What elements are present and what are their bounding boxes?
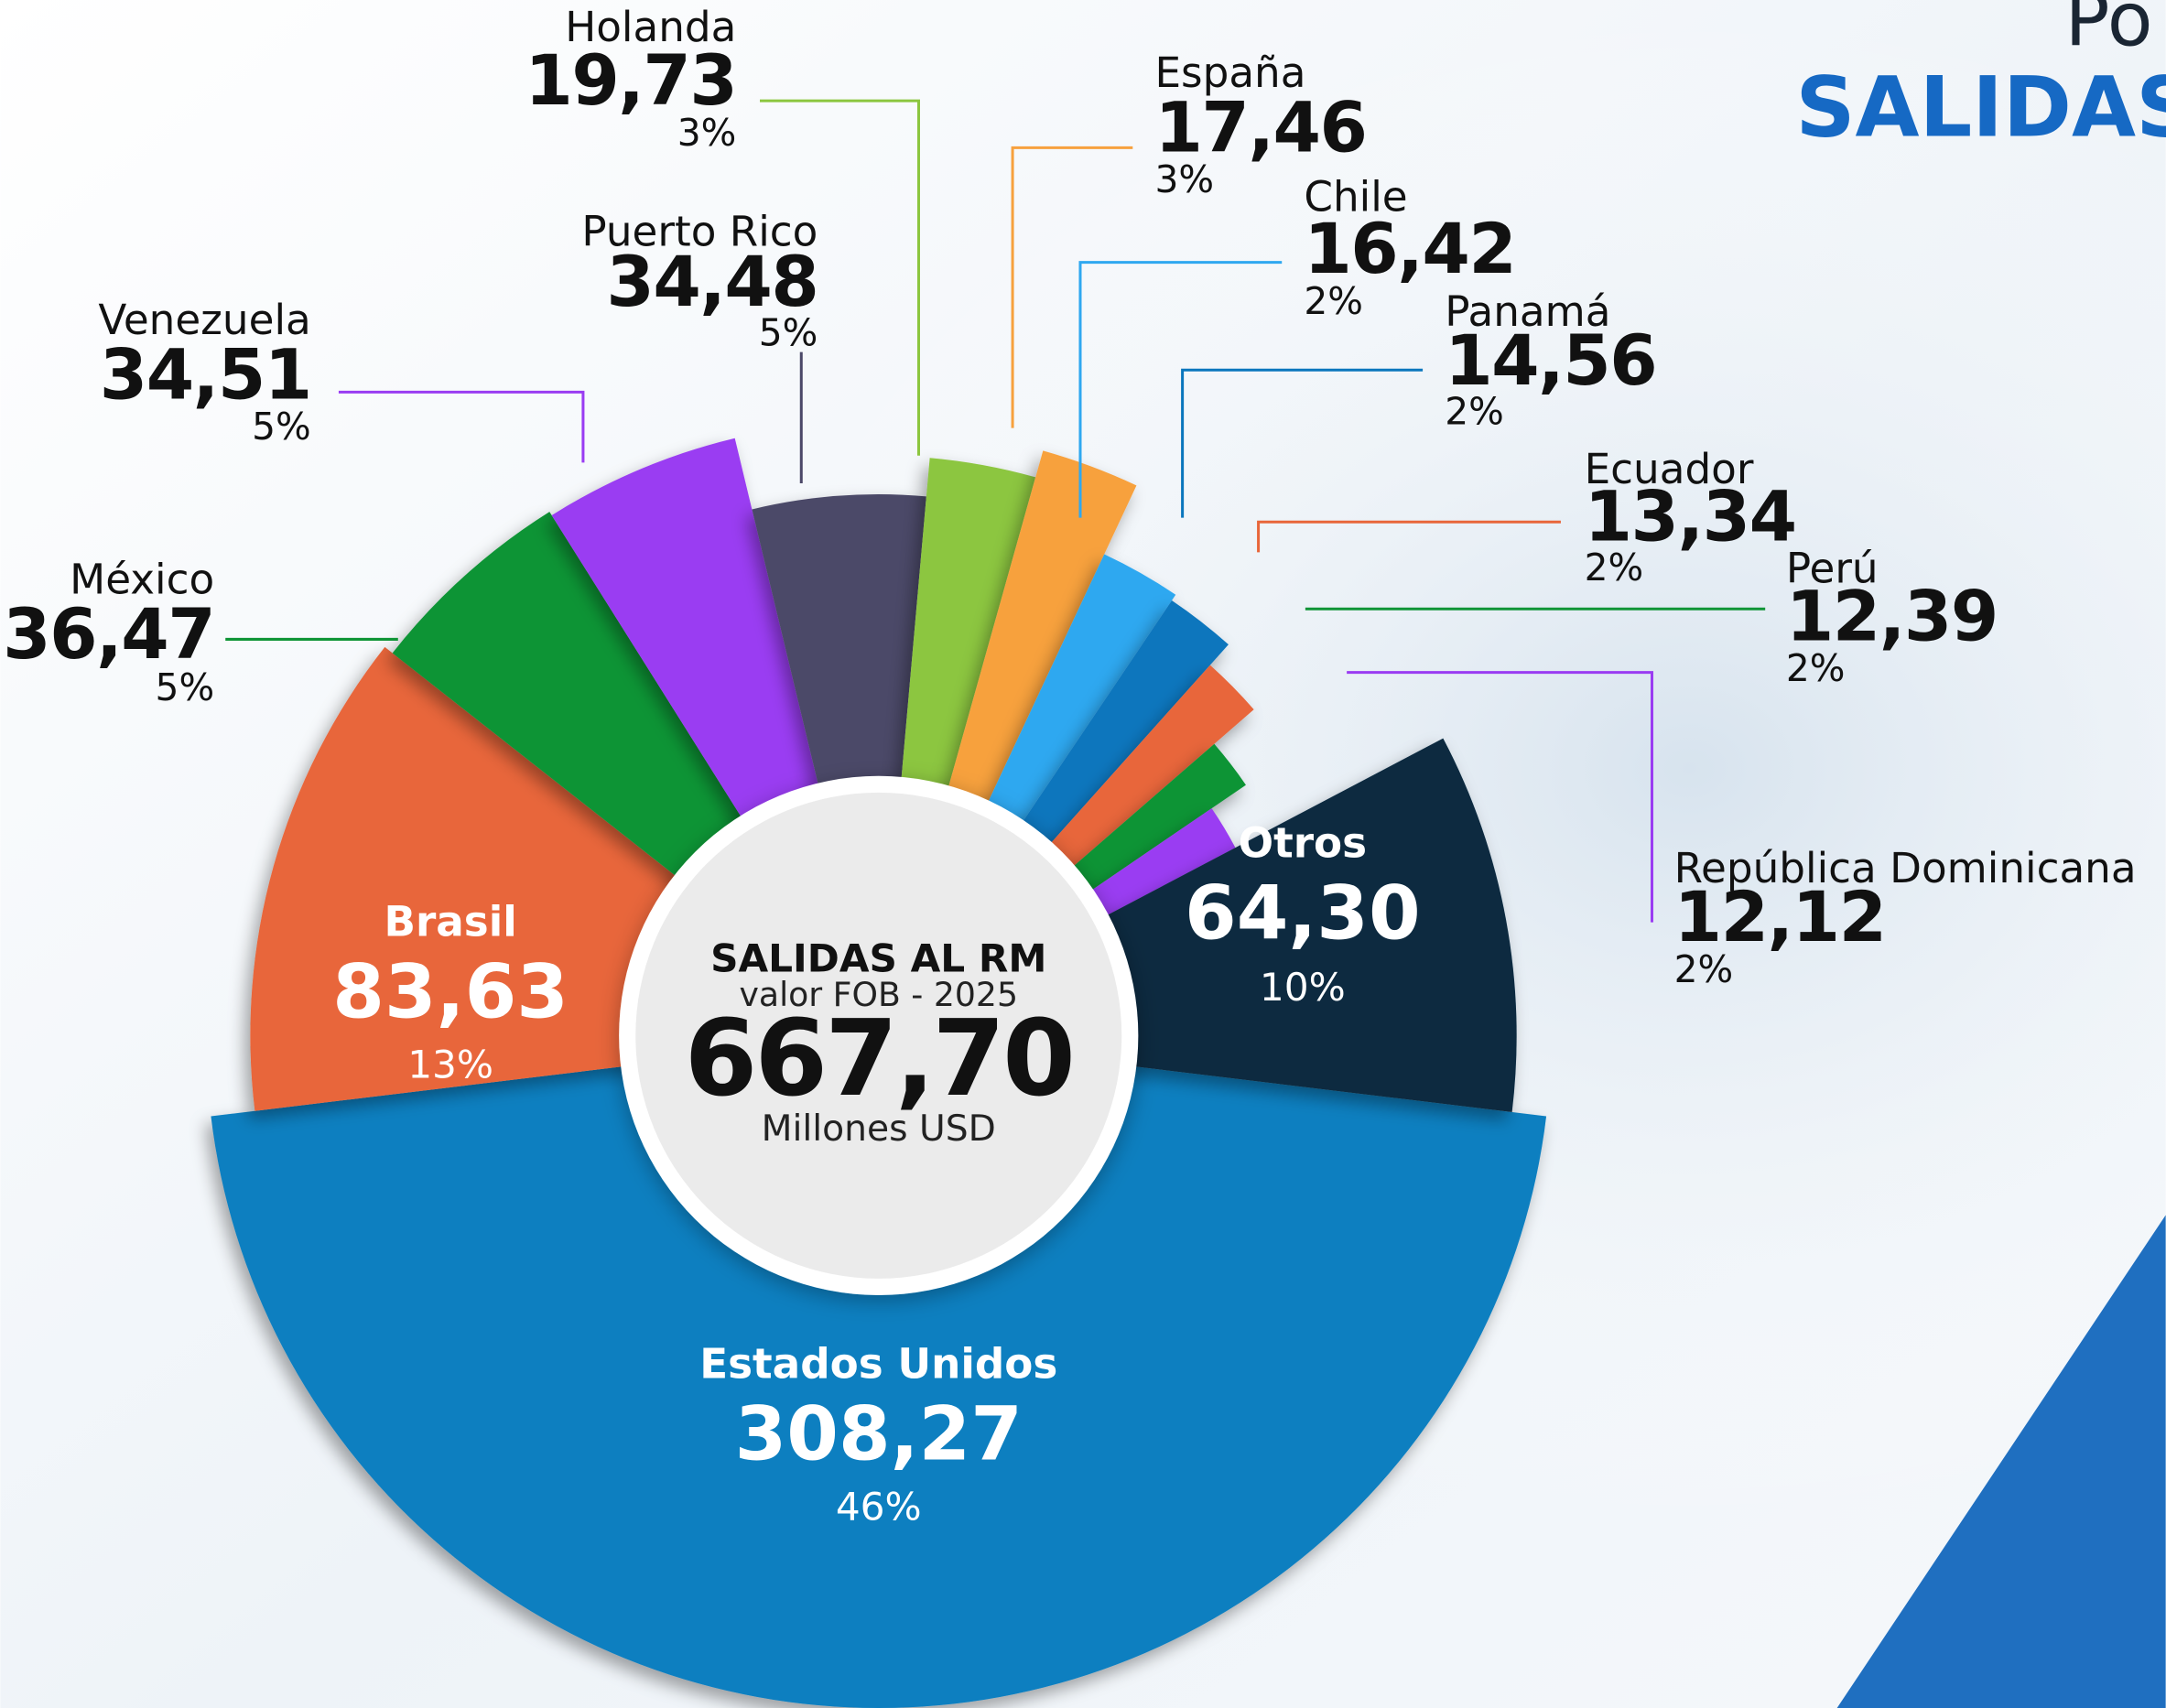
- slice-name: Estados Unidos: [699, 1339, 1057, 1388]
- percent-label: 3%: [1154, 157, 1214, 201]
- percent-label: 2%: [1445, 390, 1504, 434]
- slice-name: Chile: [1304, 173, 1407, 222]
- center-title: SALIDAS AL RM: [710, 935, 1046, 980]
- percent-label: 5%: [252, 405, 311, 449]
- slice-name: Perú: [1786, 545, 1879, 593]
- header-line-2: SALIDAS: [1795, 60, 2166, 157]
- slice-name: Ecuador: [1585, 445, 1754, 493]
- percent-label: 3%: [677, 111, 737, 155]
- percent-label: 2%: [1585, 546, 1644, 589]
- value-label: 83,63: [332, 949, 569, 1036]
- leader-line: [760, 99, 920, 456]
- leader-line: [1347, 671, 1654, 923]
- center: SALIDAS AL RM valor FOB - 2025 667,70 Mi…: [619, 775, 1139, 1295]
- center-subtitle: valor FOB - 2025: [740, 975, 1018, 1014]
- slice-name: México: [70, 556, 214, 604]
- value-label: 13,34: [1585, 477, 1796, 557]
- slice-name: Panamá: [1445, 287, 1610, 336]
- value-label: 308,27: [735, 1390, 1023, 1477]
- slice-name: Otros: [1239, 819, 1367, 868]
- value-label: 12,12: [1674, 877, 1886, 957]
- value-label: 12,39: [1786, 576, 1998, 656]
- leader-line: [1078, 261, 1283, 518]
- percent-label: 13%: [407, 1043, 493, 1087]
- value-label: 64,30: [1185, 870, 1421, 957]
- slice-name: República Dominicana: [1674, 844, 2137, 892]
- slice-name: Brasil: [384, 898, 516, 946]
- leader-line: [1181, 368, 1424, 518]
- value-label: 16,42: [1304, 209, 1515, 289]
- header-line-1: Po: [2065, 0, 2153, 64]
- percent-label: 2%: [1304, 279, 1363, 323]
- value-label: 19,73: [525, 40, 736, 121]
- slice: [211, 1035, 1547, 1708]
- center-total: 667,70: [685, 999, 1073, 1120]
- percent-label: 46%: [836, 1484, 922, 1529]
- center-unit: Millones USD: [762, 1108, 996, 1150]
- percent-label: 2%: [1786, 646, 1846, 690]
- percent-label: 5%: [156, 665, 215, 709]
- value-label: 34,48: [606, 242, 818, 322]
- leader-line: [338, 390, 585, 463]
- percent-label: 5%: [759, 311, 818, 355]
- value-label: 17,46: [1154, 87, 1366, 168]
- slice-name: Venezuela: [98, 296, 310, 344]
- value-label: 34,51: [100, 334, 311, 415]
- slice-name: Holanda: [565, 3, 736, 51]
- value-label: 14,56: [1445, 320, 1656, 401]
- percent-label: 10%: [1260, 965, 1346, 1010]
- slice-name: España: [1154, 49, 1305, 97]
- percent-label: 2%: [1674, 947, 1734, 991]
- value-label: 36,47: [3, 594, 214, 675]
- slice-name: Puerto Rico: [581, 207, 818, 255]
- leader-line: [1011, 146, 1133, 428]
- leaders: [225, 99, 1766, 923]
- center-disc: [635, 792, 1122, 1279]
- leader-line: [1257, 520, 1561, 553]
